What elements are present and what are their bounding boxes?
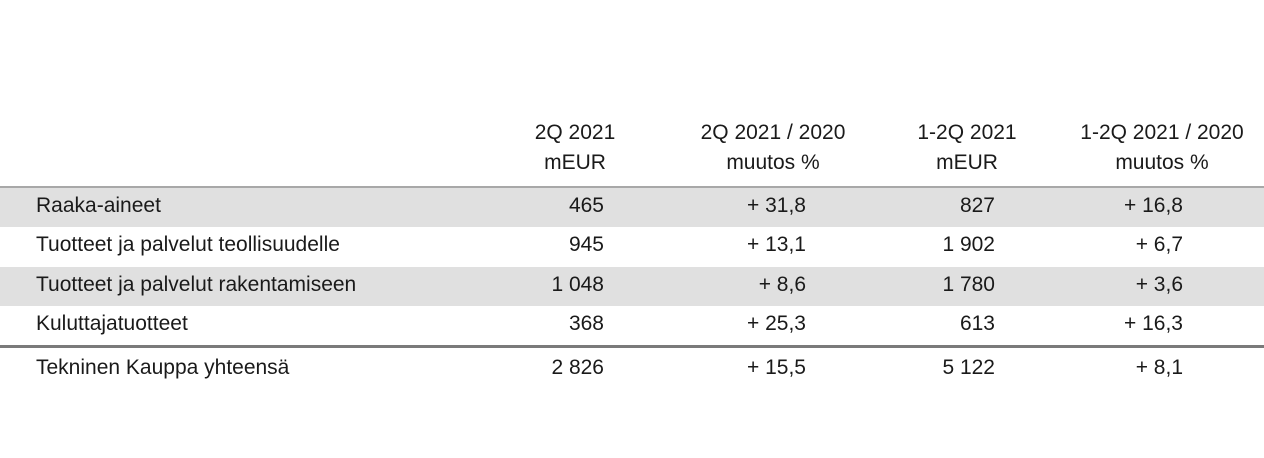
total-value: + 15,5 — [747, 356, 806, 379]
row-label: Tuotteet ja palvelut teollisuudelle — [36, 233, 340, 256]
row-value: + 16,8 — [1124, 194, 1183, 217]
row-value: + 6,7 — [1135, 233, 1183, 256]
total-value: 2 826 — [551, 356, 604, 379]
row-value: 1 048 — [551, 273, 604, 296]
row-shade — [0, 267, 1264, 306]
row-value: + 31,8 — [747, 194, 806, 217]
column-header: muutos % — [1115, 151, 1209, 174]
column-header: mEUR — [936, 151, 998, 174]
header-rule — [0, 186, 1264, 188]
total-rule — [0, 345, 1264, 348]
row-value: 945 — [568, 233, 604, 256]
row-label: Tuotteet ja palvelut rakentamiseen — [36, 273, 357, 296]
row-value: 613 — [959, 312, 995, 335]
row-label: Raaka-aineet — [36, 194, 161, 217]
row-value: 1 902 — [942, 233, 995, 256]
column-header: 1-2Q 2021 / 2020 — [1080, 121, 1244, 144]
row-value: 368 — [568, 312, 604, 335]
row-value: 827 — [959, 194, 995, 217]
column-header: mEUR — [544, 151, 606, 174]
row-value: + 8,6 — [758, 273, 806, 296]
row-value: + 16,3 — [1124, 312, 1183, 335]
total-value: 5 122 — [942, 356, 995, 379]
total-label: Tekninen Kauppa yhteensä — [36, 356, 290, 379]
row-value: 465 — [568, 194, 604, 217]
total-value: + 8,1 — [1135, 356, 1183, 379]
column-header: 1-2Q 2021 — [917, 121, 1017, 144]
column-header: 2Q 2021 / 2020 — [700, 121, 846, 144]
row-value: 1 780 — [942, 273, 995, 296]
row-value: + 13,1 — [747, 233, 806, 256]
column-header: 2Q 2021 — [534, 121, 616, 144]
row-value: + 3,6 — [1135, 273, 1183, 296]
row-label: Kuluttajatuotteet — [36, 312, 188, 335]
column-header: muutos % — [726, 151, 820, 174]
row-shade — [0, 188, 1264, 227]
row-value: + 25,3 — [747, 312, 806, 335]
